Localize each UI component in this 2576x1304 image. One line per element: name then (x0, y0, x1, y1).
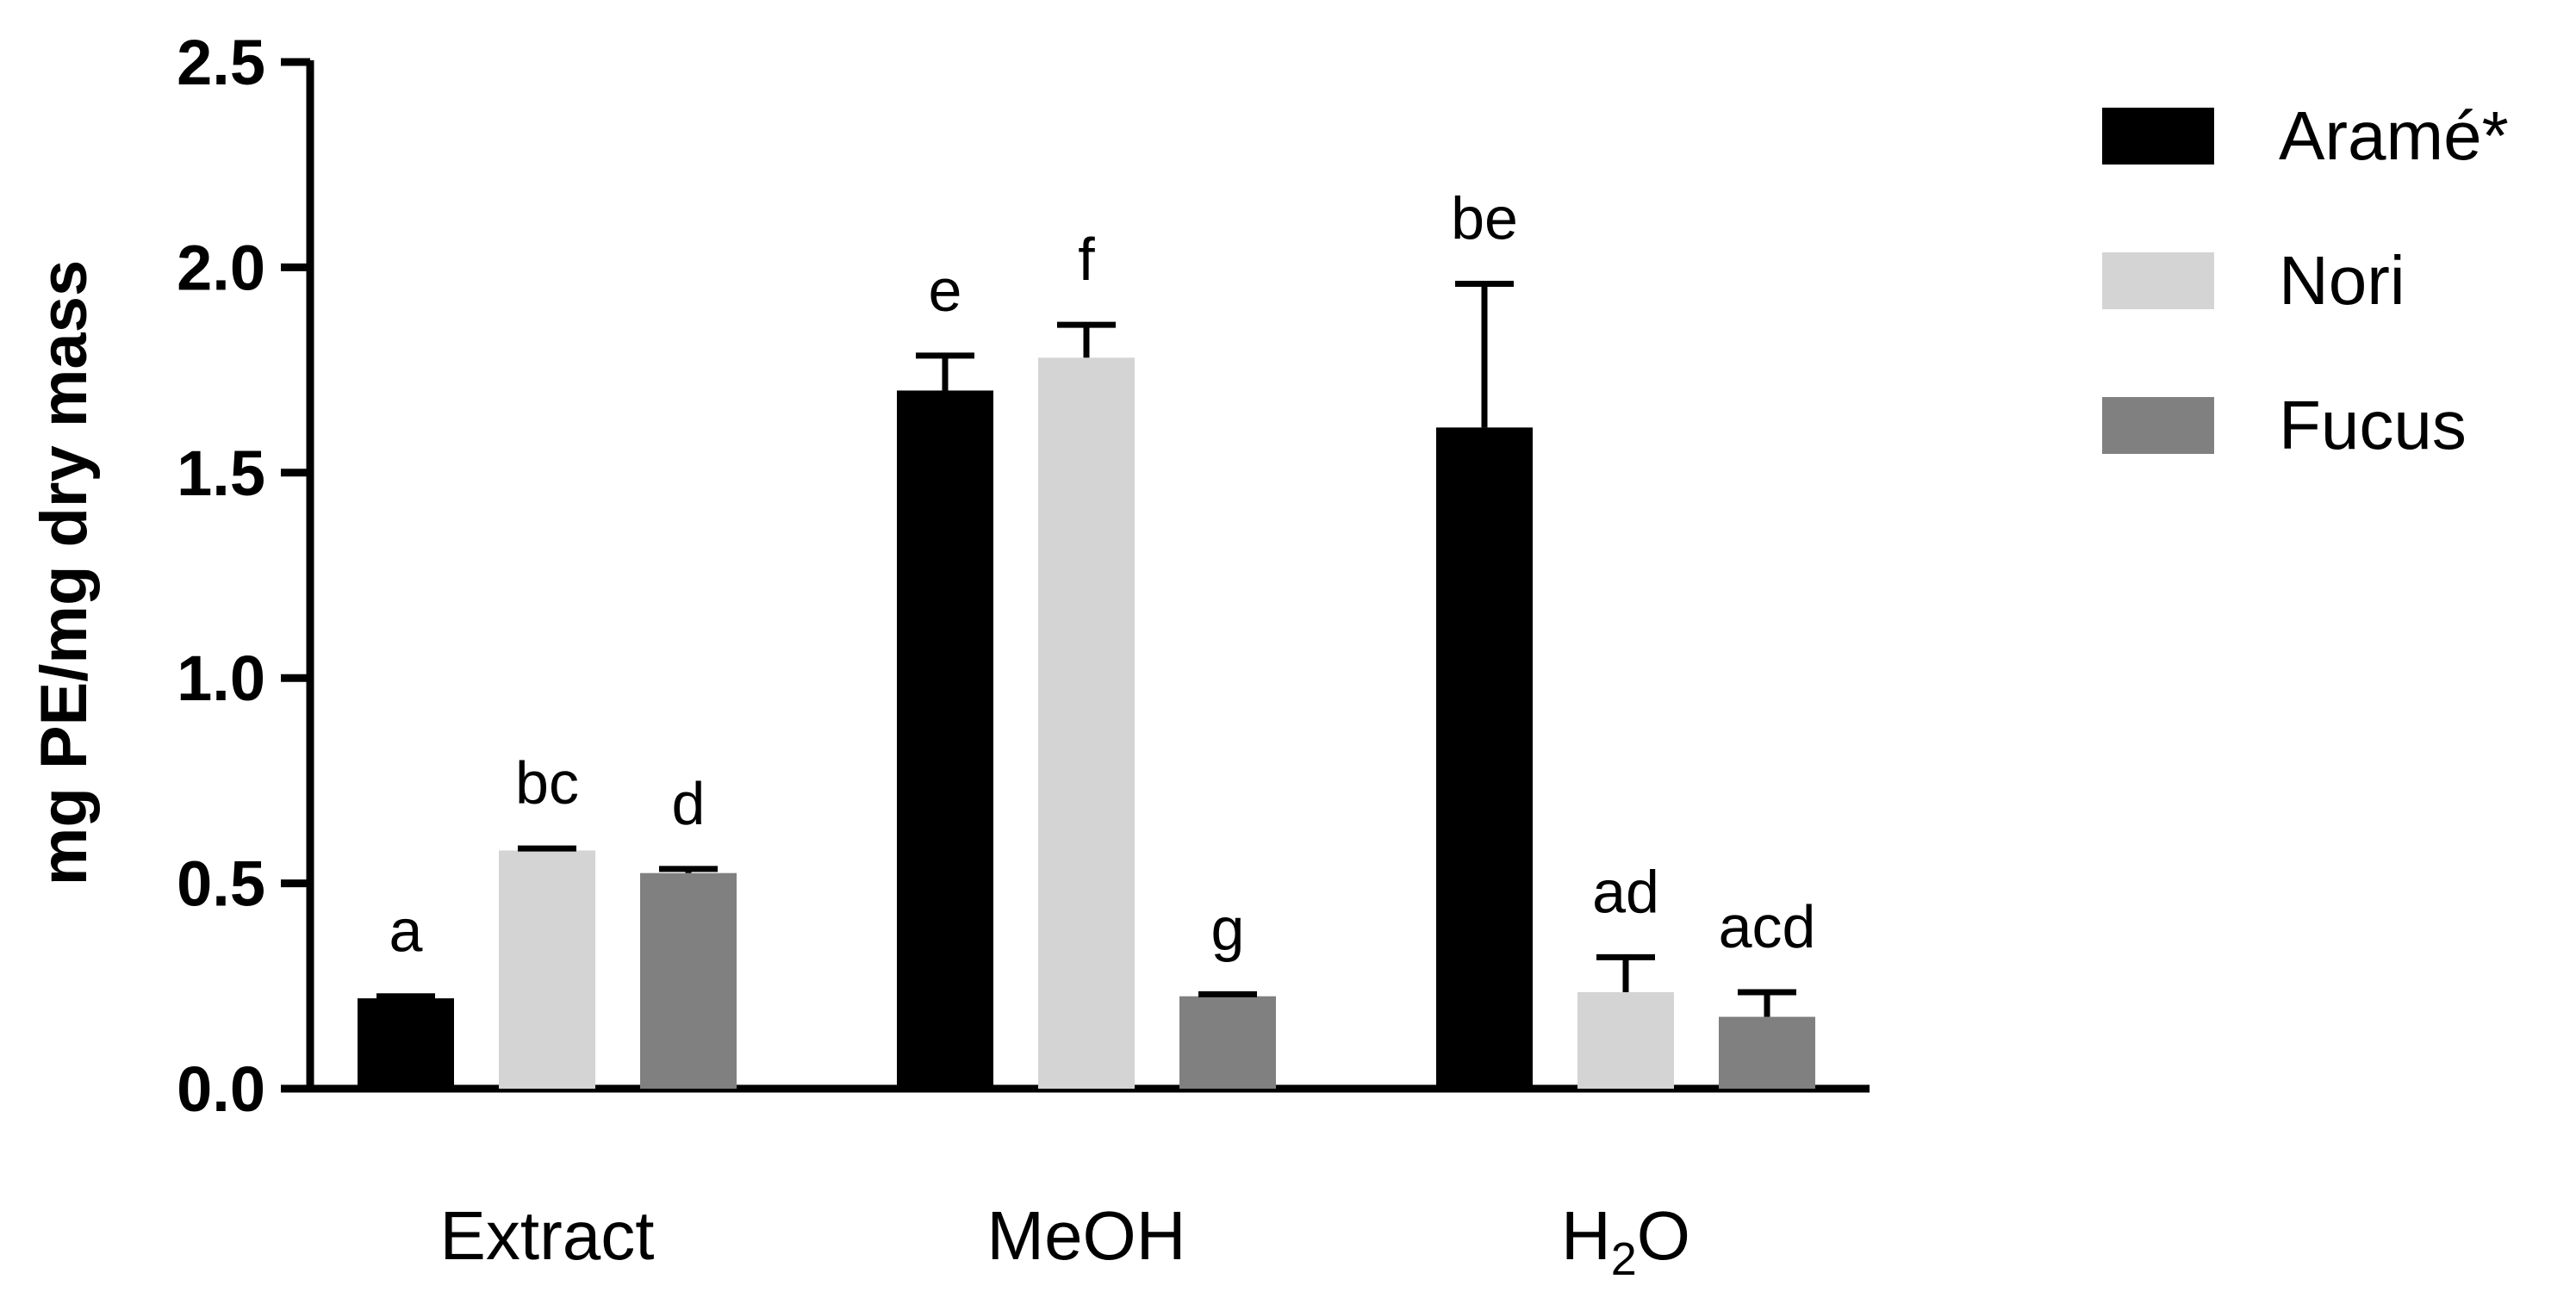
legend-label: Aramé* (2279, 97, 2509, 174)
significance-label: f (1078, 226, 1095, 293)
y-tick-label: 1.0 (177, 643, 265, 714)
y-axis-title: mg PE/mg dry mass (28, 260, 101, 886)
significance-label: d (672, 770, 706, 837)
bar (1577, 991, 1674, 1089)
y-axis: 0.0 0.5 1.0 1.5 2.0 2.5 (177, 27, 314, 1125)
legend-swatch (2102, 108, 2214, 165)
category-label: H2O (1561, 1197, 1690, 1285)
bar (1179, 996, 1276, 1089)
y-tick-label: 0.5 (177, 848, 265, 920)
bars (358, 357, 1815, 1089)
y-tick-label: 1.5 (177, 438, 265, 509)
significance-label: e (929, 257, 962, 324)
bar (897, 390, 993, 1089)
category-labels: Extract MeOH H2O (440, 1197, 1691, 1285)
significance-label: g (1211, 895, 1245, 962)
bar (640, 872, 737, 1089)
legend: Aramé* Nori Fucus (2102, 97, 2509, 463)
significance-label: a (389, 897, 423, 965)
legend-label: Fucus (2279, 387, 2467, 463)
y-tick-label: 2.0 (177, 232, 265, 303)
bar (358, 998, 454, 1089)
category-label: MeOH (986, 1197, 1185, 1274)
significance-label: acd (1719, 893, 1816, 960)
bar (499, 850, 595, 1089)
bar (1719, 1016, 1815, 1089)
bar (1436, 427, 1533, 1089)
significance-label: ad (1592, 858, 1659, 925)
y-tick-label: 0.0 (177, 1053, 265, 1125)
category-label: Extract (440, 1197, 655, 1274)
significance-label: bc (515, 749, 579, 817)
legend-swatch (2102, 397, 2214, 454)
error-bars (376, 280, 1796, 1017)
legend-swatch (2102, 252, 2214, 309)
legend-label: Nori (2279, 242, 2405, 319)
significance-label: be (1451, 184, 1518, 251)
bar (1038, 357, 1135, 1089)
y-tick-label: 2.5 (177, 27, 265, 98)
